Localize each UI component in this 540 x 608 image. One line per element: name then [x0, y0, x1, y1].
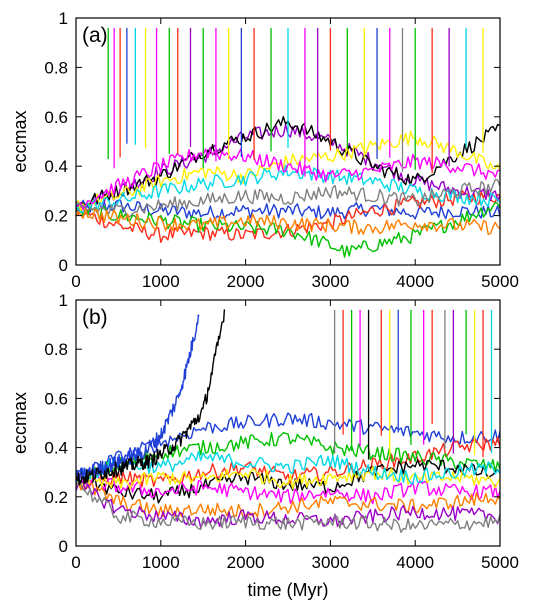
- x-tick-label: 0: [71, 553, 80, 572]
- y-tick-label: 0.4: [44, 439, 68, 458]
- y-axis-title: eccmax: [10, 392, 30, 454]
- x-axis-title: time (Myr): [248, 580, 329, 600]
- plot-frame: [75, 299, 501, 547]
- y-axis-title: eccmax: [10, 110, 30, 172]
- x-tick-label: 1000: [142, 553, 180, 572]
- series-line: [76, 480, 500, 529]
- series-line: [76, 450, 500, 486]
- x-tick-label: 2000: [227, 272, 265, 291]
- series-line: [76, 473, 500, 505]
- plot-frame: [75, 17, 501, 266]
- y-tick-label: 0.2: [44, 207, 68, 226]
- series-line: [76, 309, 226, 486]
- y-tick-label: 0.8: [44, 58, 68, 77]
- series-line: [76, 190, 500, 243]
- x-tick-label: 0: [71, 272, 80, 291]
- y-tick-label: 0.6: [44, 389, 68, 408]
- x-tick-label: 2000: [227, 553, 265, 572]
- x-tick-label: 4000: [396, 272, 434, 291]
- series-line: [76, 148, 500, 211]
- series-line: [76, 130, 500, 212]
- series-line: [76, 436, 500, 489]
- y-tick-label: 1: [59, 9, 68, 28]
- series-line: [76, 482, 500, 534]
- panel-label: (b): [82, 306, 108, 329]
- x-tick-label: 4000: [396, 553, 434, 572]
- series-line: [76, 178, 500, 218]
- y-tick-label: 0: [59, 256, 68, 275]
- series-line: [76, 199, 500, 221]
- x-tick-label: 3000: [311, 272, 349, 291]
- y-tick-label: 0: [59, 537, 68, 556]
- x-tick-label: 5000: [481, 553, 519, 572]
- series-line: [76, 481, 500, 518]
- series-line: [76, 207, 500, 236]
- series-line: [76, 412, 500, 476]
- y-tick-label: 0.4: [44, 157, 68, 176]
- y-tick-label: 1: [59, 291, 68, 310]
- series-line: [76, 201, 500, 258]
- y-tick-label: 0.8: [44, 340, 68, 359]
- y-tick-label: 0.6: [44, 108, 68, 127]
- panel-b: 0 1000 2000 3000 4000 5000 0 0.2 0.4 0.6 0.8 1 (b) ec…: [10, 291, 519, 600]
- y-tick-label: 0.2: [44, 488, 68, 507]
- traces: [76, 27, 500, 258]
- x-tick-label: 3000: [311, 553, 349, 572]
- traces: [76, 309, 500, 534]
- panel-label: (a): [82, 24, 108, 47]
- x-tick-label: 5000: [481, 272, 519, 291]
- x-tick-label: 1000: [142, 272, 180, 291]
- panel-a: 0 1000 2000 3000 4000 5000 0 0.2 0.4 0.6 0.8 1 (a) ec…: [10, 9, 519, 291]
